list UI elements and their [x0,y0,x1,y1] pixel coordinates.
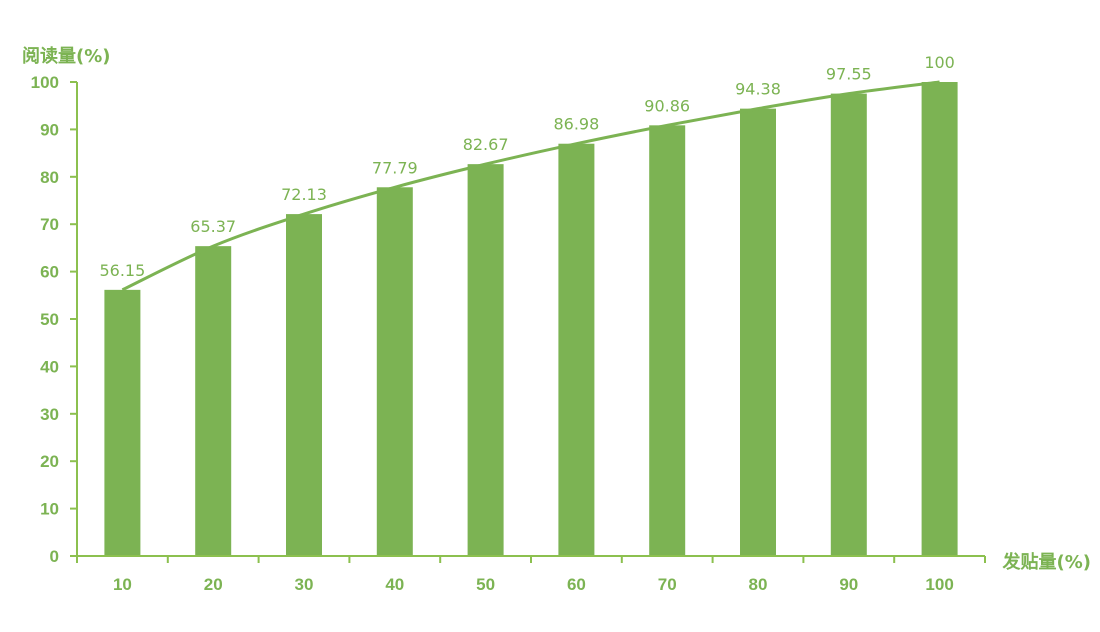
y-tick-label: 100 [31,73,59,92]
x-tick-label: 60 [567,575,586,594]
data-label: 90.86 [644,96,690,115]
y-tick-label: 30 [40,405,59,424]
x-tick-label: 80 [749,575,768,594]
y-tick-label: 40 [40,357,59,376]
x-axis-title: 发贴量(%) [1002,551,1092,573]
x-tick-label: 10 [113,575,132,594]
bar [286,214,322,556]
x-tick-label: 90 [839,575,858,594]
x-tick-label: 100 [925,575,953,594]
bar [104,289,141,556]
x-tick-label: 50 [476,575,495,594]
bar [649,125,686,556]
y-axis-ticks: 0 10 20 30 40 50 60 70 80 90 100 [31,73,77,566]
bar [376,187,413,557]
bar [830,93,867,556]
data-label: 72.13 [281,185,327,204]
y-tick-label: 70 [40,215,59,234]
x-axis-ticks: 10 20 30 40 50 60 70 80 90 100 [76,556,986,594]
data-label: 86.98 [553,115,599,134]
bar [558,143,595,557]
y-tick-label: 20 [40,452,59,471]
y-tick-label: 90 [40,120,59,139]
bar [740,108,776,557]
data-labels: 56.15 65.37 72.13 77.79 82.67 86.98 90.86 94.38… [99,53,954,280]
x-tick-label: 30 [295,575,314,594]
y-tick-label: 0 [50,547,59,566]
x-tick-label: 20 [204,575,223,594]
bar [195,246,232,557]
bar [467,164,504,556]
trend-line [121,80,940,292]
data-label: 97.55 [826,65,872,84]
x-tick-label: 40 [385,575,404,594]
data-label: 100 [924,53,955,72]
y-axis-title: 阅读量(%) [22,45,111,67]
x-tick-label: 70 [658,575,677,594]
y-tick-label: 50 [40,310,59,329]
bar-group [104,82,958,557]
data-label: 94.38 [735,80,781,99]
data-label: 56.15 [99,261,145,280]
bar [921,82,958,556]
data-label: 82.67 [463,135,509,154]
y-tick-label: 10 [40,500,59,519]
data-label: 65.37 [190,217,236,236]
y-tick-label: 60 [40,263,59,282]
y-tick-label: 80 [40,168,59,187]
data-label: 77.79 [372,158,418,177]
